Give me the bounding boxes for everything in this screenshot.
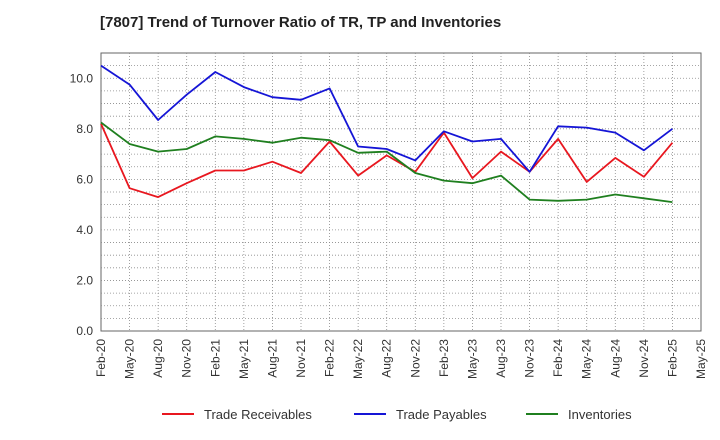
- x-tick-label: Nov-24: [637, 339, 651, 378]
- legend-label: Trade Payables: [396, 407, 487, 422]
- x-tick-label: Feb-23: [437, 339, 451, 377]
- legend-label: Trade Receivables: [204, 407, 312, 422]
- x-tick-label: Feb-25: [665, 339, 679, 377]
- y-tick-label: 6.0: [76, 172, 93, 186]
- y-tick-label: 2.0: [76, 273, 93, 287]
- x-tick-label: Aug-20: [151, 339, 165, 378]
- x-tick-label: Feb-22: [323, 339, 337, 377]
- x-tick-label: Feb-24: [551, 339, 565, 377]
- y-tick-label: 8.0: [76, 122, 93, 136]
- series-line-trade-receivables: [100, 123, 674, 198]
- chart-title: [7807] Trend of Turnover Ratio of TR, TP…: [100, 14, 502, 31]
- x-tick-label: May-22: [351, 339, 365, 379]
- x-tick-label: May-20: [123, 339, 137, 379]
- x-tick-label: Nov-20: [180, 339, 194, 378]
- x-tick-label: May-23: [465, 339, 479, 379]
- x-tick-label: May-21: [237, 339, 251, 379]
- x-tick-label: May-24: [580, 339, 594, 379]
- x-tick-label: Aug-22: [380, 339, 394, 378]
- x-tick-label: Nov-22: [408, 339, 422, 378]
- x-tick-label: Nov-23: [523, 339, 537, 378]
- x-tick-label: May-25: [694, 339, 708, 379]
- y-tick-label: 10.0: [70, 71, 94, 85]
- x-tick-label: Aug-21: [265, 339, 279, 378]
- series-line-inventories: [100, 121, 673, 203]
- legend-label: Inventories: [568, 407, 632, 422]
- y-tick-label: 0.0: [76, 324, 93, 338]
- x-tick-label: Aug-23: [494, 339, 508, 378]
- x-tick-label: Nov-21: [294, 339, 308, 378]
- y-tick-label: 4.0: [76, 223, 93, 237]
- x-tick-label: Feb-21: [208, 339, 222, 377]
- x-tick-label: Aug-24: [608, 339, 622, 378]
- series-line-trade-payables: [100, 64, 673, 173]
- x-tick-label: Feb-20: [94, 339, 108, 377]
